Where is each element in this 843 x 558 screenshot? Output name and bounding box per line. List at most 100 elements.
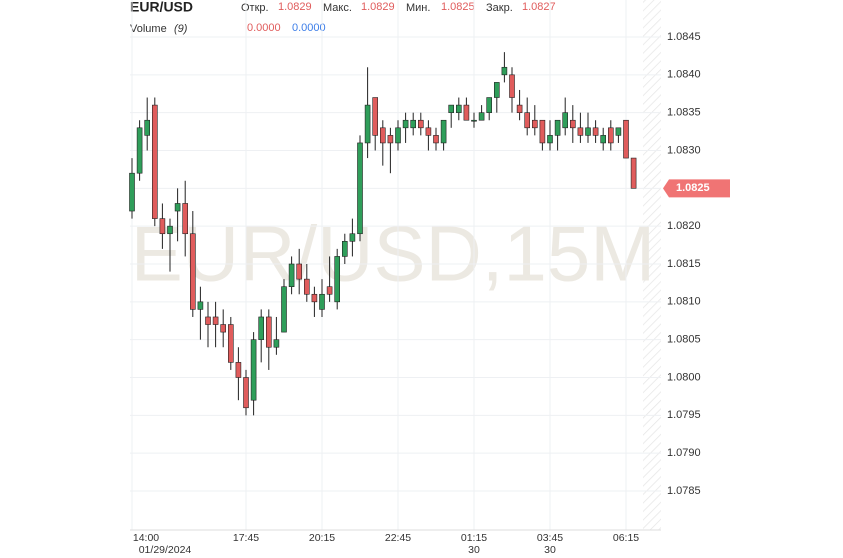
candle-body (136, 127, 143, 174)
candle-body (531, 119, 538, 129)
open-label: Откр. (241, 2, 269, 14)
close-label: Закр. (486, 2, 513, 14)
volume-label: Volume (130, 23, 167, 35)
y-tick-label: 1.0840 (667, 69, 701, 81)
close-value: 1.0827 (522, 1, 556, 13)
future-area (643, 0, 661, 530)
volume-value: 0.0000 (292, 22, 326, 34)
y-tick-label: 1.0785 (667, 485, 701, 497)
candle-body (235, 362, 242, 378)
high-label: Макс. (323, 2, 352, 14)
candle-body (577, 127, 584, 136)
candle-body (258, 316, 265, 340)
candle-body (334, 256, 341, 303)
candle-body (493, 82, 500, 98)
x-tick-label: 06:15 (613, 532, 639, 544)
y-tick-label: 1.0810 (667, 296, 701, 308)
candle-body (174, 203, 181, 212)
candle-body (516, 104, 523, 113)
candle-body (417, 119, 424, 129)
low-value: 1.0825 (441, 1, 475, 13)
candle-body (326, 286, 333, 295)
candle-body (288, 263, 295, 288)
last-price-tag (663, 179, 730, 198)
x-tick-label: 17:45 (233, 532, 259, 544)
low-label: Мин. (406, 2, 430, 14)
last-price-label: 1.0825 (676, 182, 710, 194)
candle-body (296, 263, 303, 280)
candle-body (273, 339, 280, 348)
y-tick-label: 1.0845 (667, 31, 701, 43)
candle-body (357, 142, 363, 235)
open-value: 1.0829 (278, 1, 312, 13)
candle-body (448, 104, 455, 113)
candle-body (402, 119, 409, 129)
candle-body (387, 135, 394, 144)
high-value: 1.0829 (361, 1, 395, 13)
candle-body (243, 377, 249, 409)
x-tick-label: 20:15 (309, 532, 335, 544)
x-tick-sublabel: 30 (468, 544, 480, 556)
candle-body (615, 127, 622, 136)
y-tick-label: 1.0800 (667, 371, 701, 383)
candle-body (364, 104, 371, 144)
y-tick-label: 1.0815 (667, 258, 701, 270)
candle-body (144, 119, 150, 136)
candle-body (167, 225, 173, 235)
volume-period: (9) (174, 23, 188, 35)
y-tick-label: 1.0835 (667, 107, 701, 119)
candle-body (463, 104, 470, 121)
candle-body (440, 119, 447, 144)
candle-body (197, 301, 204, 310)
candle-body (349, 233, 356, 242)
candle-body (265, 316, 272, 348)
candle-body (478, 112, 485, 121)
y-tick-label: 1.0830 (667, 144, 701, 156)
y-tick-label: 1.0820 (667, 220, 701, 232)
x-tick-sublabel: 30 (544, 544, 556, 556)
candle-body (455, 104, 462, 113)
candle-body (281, 286, 287, 333)
candle-body (425, 127, 432, 136)
candle-body (152, 104, 158, 219)
symbol-title: EUR/USD (130, 0, 193, 15)
candle-body (630, 157, 637, 189)
candle-body (129, 172, 135, 212)
volume-value: 0.0000 (247, 22, 281, 34)
x-tick-label: 22:45 (385, 532, 411, 544)
candle-body (228, 324, 234, 363)
x-tick-label: 03:45 (537, 532, 563, 544)
candle-body (547, 135, 553, 144)
candle-body (471, 119, 477, 122)
watermark: EUR/USD,15M (131, 210, 655, 298)
candle-body (592, 127, 599, 136)
candle-body (433, 135, 439, 144)
candle-body (379, 127, 386, 144)
candle-body (311, 293, 318, 303)
candle-body (486, 97, 493, 113)
candle-body (395, 127, 401, 144)
candle-body (319, 293, 325, 310)
candle-body (303, 278, 310, 295)
candle-body (410, 119, 417, 129)
candle-body (212, 316, 219, 325)
candle-body (509, 74, 515, 98)
candle-body (585, 127, 591, 136)
y-tick-label: 1.0805 (667, 334, 701, 346)
candle-body (220, 324, 226, 333)
candle-body (600, 135, 607, 144)
x-tick-label: 01:15 (461, 532, 487, 544)
candle-body (501, 66, 508, 76)
candle-body (623, 119, 629, 159)
x-tick-label: 14:00 (133, 532, 159, 544)
candle-body (539, 119, 546, 144)
y-tick-label: 1.0795 (667, 409, 701, 421)
candle-body (372, 97, 379, 136)
x-tick-sublabel: 01/29/2024 (139, 544, 192, 556)
candle-body (554, 119, 561, 136)
candle-body (562, 112, 569, 129)
candle-body (607, 127, 614, 144)
y-tick-label: 1.0790 (667, 447, 701, 459)
candle-body (524, 112, 531, 129)
